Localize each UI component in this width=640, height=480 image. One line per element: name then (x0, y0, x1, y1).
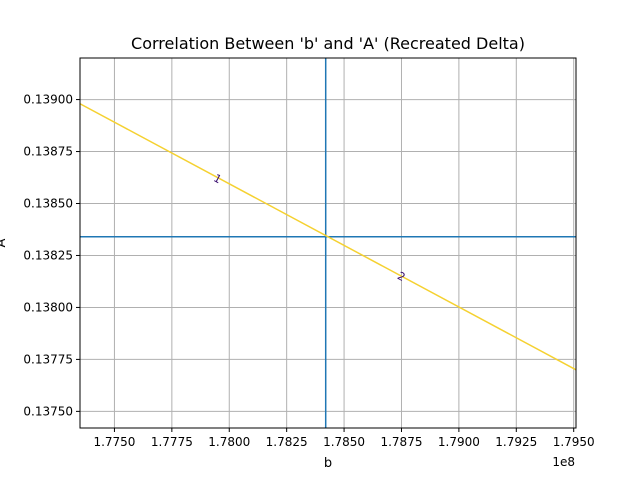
x-tick-label: 1.7800 (208, 435, 250, 449)
y-axis-label: A (0, 238, 9, 247)
x-tick-label: 1.7750 (93, 435, 135, 449)
y-tick-label: 0.13825 (23, 248, 73, 262)
series-line (79, 103, 577, 371)
x-tick-label: 1.7900 (438, 435, 480, 449)
y-tick-label: 0.13750 (23, 404, 73, 418)
contour-labels: 12 (211, 172, 407, 284)
y-tick-label: 0.13875 (23, 145, 73, 159)
x-tick-label: 1.7875 (380, 435, 422, 449)
x-tick-label: 1.7775 (151, 435, 193, 449)
plot-frame (79, 57, 577, 429)
x-tick-label: 1.7925 (495, 435, 537, 449)
y-tick-label: 0.13850 (23, 197, 73, 211)
contour-label: 2 (395, 269, 407, 284)
x-tick-label: 1.7825 (266, 435, 308, 449)
x-tick-label: 1.7950 (553, 435, 595, 449)
y-tick-label: 0.13900 (23, 93, 73, 107)
tick-layer: 1.7750 1.7775 1.7800 1.7825 1.7850 1.7875 1.79… (23, 93, 594, 449)
series-layer (79, 103, 577, 371)
chart-title: Correlation Between 'b' and 'A' (Recreat… (131, 34, 525, 53)
x-offset-label: 1e8 (552, 455, 575, 469)
reference-lines (80, 58, 576, 428)
y-tick-label: 0.13800 (23, 300, 73, 314)
grid-layer (80, 58, 576, 428)
x-tick-label: 1.7850 (323, 435, 365, 449)
x-axis-label: b (324, 456, 332, 471)
y-tick-label: 0.13775 (23, 352, 73, 366)
